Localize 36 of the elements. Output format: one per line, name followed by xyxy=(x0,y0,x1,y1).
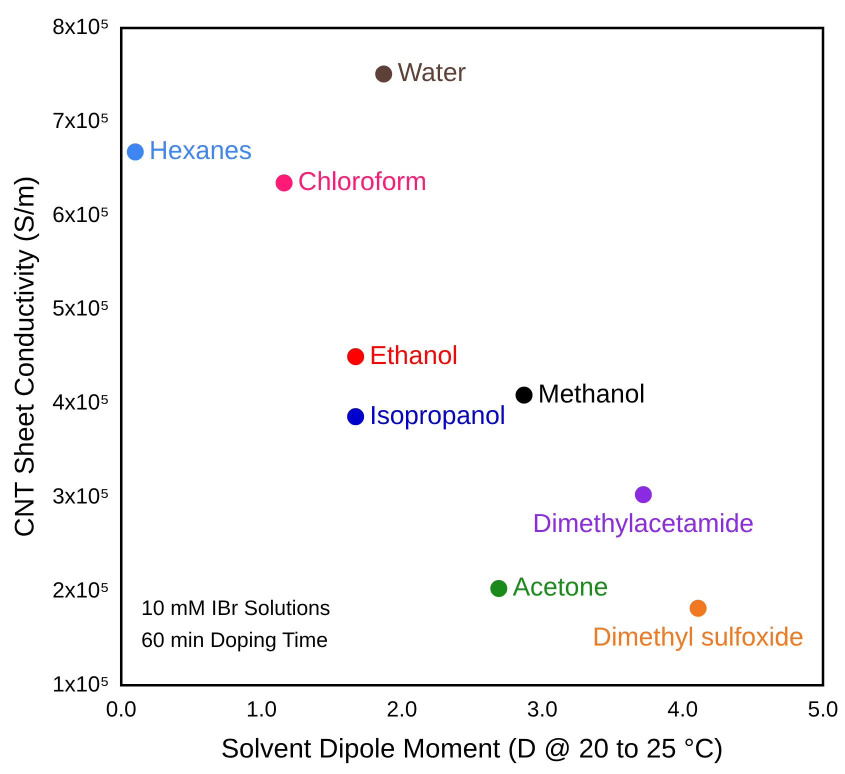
y-tick-label: 5x10⁵ xyxy=(52,296,110,321)
point xyxy=(126,143,144,160)
annotation: 60 min Doping Time xyxy=(141,629,328,652)
x-tick-label: 2.0 xyxy=(386,696,418,722)
y-tick-label: 8x10⁵ xyxy=(52,14,110,40)
series-label: Hexanes xyxy=(149,135,252,166)
point xyxy=(490,580,508,597)
x-axis-title: Solvent Dipole Moment (D @ 20 to 25 °C) xyxy=(221,733,724,764)
y-tick-label: 1x10⁵ xyxy=(52,671,110,696)
point xyxy=(375,66,392,83)
x-tick-label: 0.0 xyxy=(106,696,137,722)
series-label: Water xyxy=(398,57,466,88)
point xyxy=(634,486,652,504)
point xyxy=(347,408,364,426)
point xyxy=(276,174,293,192)
y-tick-label: 7x10⁵ xyxy=(52,108,110,133)
point xyxy=(347,348,364,366)
x-tick-label: 3.0 xyxy=(526,696,558,722)
y-tick-label: 6x10⁵ xyxy=(52,202,110,227)
y-tick-label: 4x10⁵ xyxy=(52,390,110,415)
y-tick-label: 3x10⁵ xyxy=(52,483,110,508)
series-label: Dimethyl sulfoxide xyxy=(592,621,804,652)
series-label: Methanol xyxy=(538,378,646,408)
annotation: 10 mM IBr Solutions xyxy=(141,597,330,620)
y-tick-label: 2x10⁵ xyxy=(52,577,110,602)
series-label: Chloroform xyxy=(298,166,427,196)
series-label: Acetone xyxy=(512,572,608,602)
x-tick-label: 4.0 xyxy=(667,696,698,722)
series-label: Isopropanol xyxy=(370,400,506,430)
series-label: Dimethylacetamide xyxy=(532,508,754,538)
y-axis-title: CNT Sheet Conductivity (S/m) xyxy=(10,176,40,538)
series-label: Ethanol xyxy=(370,340,458,370)
point xyxy=(690,600,707,617)
x-tick-label: 1.0 xyxy=(246,696,277,722)
point xyxy=(516,386,533,404)
x-tick-label: 5.0 xyxy=(808,696,838,722)
